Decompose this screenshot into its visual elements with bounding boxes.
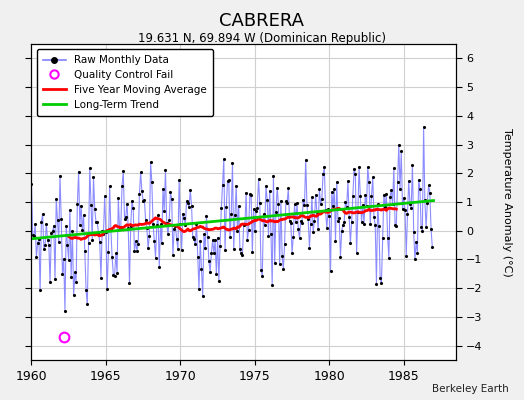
Text: CABRERA: CABRERA	[220, 12, 304, 30]
Y-axis label: Temperature Anomaly (°C): Temperature Anomaly (°C)	[502, 128, 512, 276]
Text: Berkeley Earth: Berkeley Earth	[432, 384, 508, 394]
Legend: Raw Monthly Data, Quality Control Fail, Five Year Moving Average, Long-Term Tren: Raw Monthly Data, Quality Control Fail, …	[37, 49, 213, 116]
Text: 19.631 N, 69.894 W (Dominican Republic): 19.631 N, 69.894 W (Dominican Republic)	[138, 32, 386, 45]
